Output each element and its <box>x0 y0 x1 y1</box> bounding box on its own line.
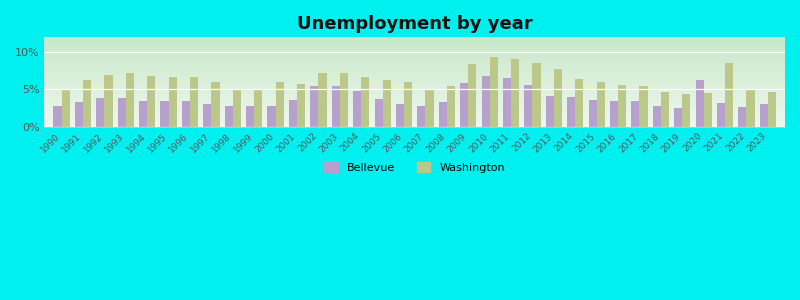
Bar <box>382 80 390 127</box>
Bar <box>746 88 754 127</box>
Bar <box>233 89 241 127</box>
Bar <box>396 104 404 127</box>
Bar <box>653 106 661 127</box>
Bar <box>276 82 284 127</box>
Bar <box>147 76 155 127</box>
Bar <box>182 101 190 127</box>
Bar <box>482 76 490 127</box>
Bar <box>533 63 541 127</box>
Bar <box>225 106 233 127</box>
Bar <box>96 98 105 127</box>
Bar <box>374 99 382 127</box>
Bar <box>546 96 554 127</box>
Bar <box>362 77 370 127</box>
Bar <box>62 89 70 127</box>
Bar <box>554 69 562 127</box>
Bar <box>674 108 682 127</box>
Bar <box>589 100 597 127</box>
Bar <box>490 57 498 127</box>
Bar <box>161 100 169 127</box>
Bar <box>511 59 519 127</box>
Bar <box>760 104 768 127</box>
Bar <box>567 97 575 127</box>
Bar <box>83 80 91 127</box>
Bar <box>725 63 734 127</box>
Bar <box>682 94 690 127</box>
Bar <box>54 106 62 127</box>
Bar <box>575 79 583 127</box>
Bar <box>139 100 147 127</box>
Bar <box>211 82 219 127</box>
Bar <box>310 86 318 127</box>
Bar <box>340 73 348 127</box>
Bar <box>661 92 669 127</box>
Bar <box>597 82 605 127</box>
Bar <box>695 80 704 127</box>
Title: Unemployment by year: Unemployment by year <box>297 15 533 33</box>
Bar <box>468 64 476 127</box>
Bar <box>639 86 647 127</box>
Bar <box>610 100 618 127</box>
Bar <box>404 82 412 127</box>
Bar <box>318 73 326 127</box>
Bar <box>524 85 533 127</box>
Bar <box>768 92 776 127</box>
Bar <box>738 107 746 127</box>
Bar <box>503 78 511 127</box>
Bar <box>332 86 340 127</box>
Bar <box>118 98 126 127</box>
Bar <box>418 106 426 127</box>
Bar <box>254 88 262 127</box>
Bar <box>246 106 254 127</box>
Bar <box>631 101 639 127</box>
Bar <box>704 93 712 127</box>
Bar <box>460 83 468 127</box>
Bar <box>169 77 177 127</box>
Bar <box>717 103 725 127</box>
Bar <box>105 74 113 127</box>
Bar <box>618 85 626 127</box>
Bar <box>267 106 276 127</box>
Bar <box>190 77 198 127</box>
Bar <box>353 91 362 127</box>
Bar <box>203 103 211 127</box>
Bar <box>289 100 297 127</box>
Bar <box>438 102 447 127</box>
Bar <box>126 73 134 127</box>
Bar <box>426 89 434 127</box>
Bar <box>75 102 83 127</box>
Legend: Bellevue, Washington: Bellevue, Washington <box>325 162 505 173</box>
Bar <box>297 84 305 127</box>
Bar <box>447 86 455 127</box>
